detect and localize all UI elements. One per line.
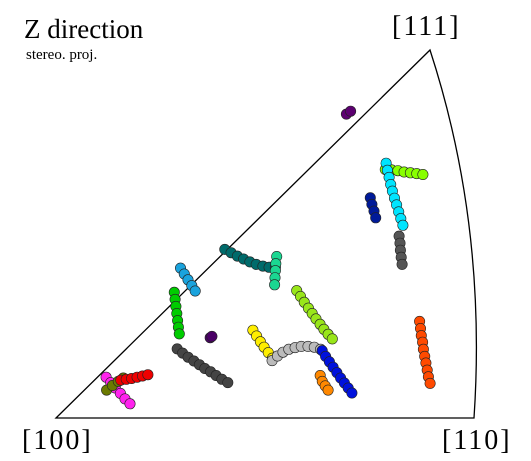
- grain-1-point-2: [345, 105, 357, 117]
- grain-16-point-4: [322, 384, 334, 396]
- grain-series-15: [316, 345, 358, 399]
- grain-series-12: [414, 315, 436, 389]
- grain-5-point-5: [396, 258, 408, 270]
- grain-17-point-10: [222, 377, 234, 389]
- grain-series-7: [269, 251, 283, 291]
- stereographic-triangle: [54, 48, 478, 419]
- grain-20-point-6: [142, 369, 154, 381]
- grain-series-10: [291, 285, 338, 345]
- grain-series-20: [115, 369, 154, 386]
- grain-11-point-2: [206, 330, 218, 342]
- chart-title: Z direction: [24, 14, 144, 44]
- grain-series-17: [171, 343, 234, 389]
- grain-series-8: [175, 262, 201, 297]
- grain-series-3: [380, 157, 409, 231]
- grain-2-point-7: [417, 169, 429, 181]
- grain-12-point-10: [424, 377, 436, 389]
- grain-18-point-6: [124, 398, 136, 410]
- grain-series-14: [266, 340, 327, 367]
- grain-10-point-10: [326, 333, 338, 345]
- grain-15-point-9: [346, 387, 358, 399]
- grain-9-point-7: [173, 328, 185, 340]
- grain-8-point-5: [189, 285, 201, 297]
- grain-series-16: [314, 369, 334, 396]
- grain-series-11: [204, 330, 218, 344]
- grain-4-point-4: [370, 212, 382, 224]
- chart-subtitle: stereo. proj.: [26, 47, 97, 63]
- grain-series-5: [393, 230, 408, 270]
- label-100: [100]: [22, 425, 93, 456]
- grain-7-point-5: [269, 279, 281, 291]
- grain-trajectories: [100, 105, 436, 410]
- grain-series-4: [364, 192, 382, 224]
- grain-3-point-10: [397, 219, 409, 231]
- label-110: [110]: [442, 425, 512, 456]
- grain-series-9: [168, 286, 185, 340]
- label-111: [111]: [392, 11, 461, 42]
- grain-series-1: [340, 105, 357, 120]
